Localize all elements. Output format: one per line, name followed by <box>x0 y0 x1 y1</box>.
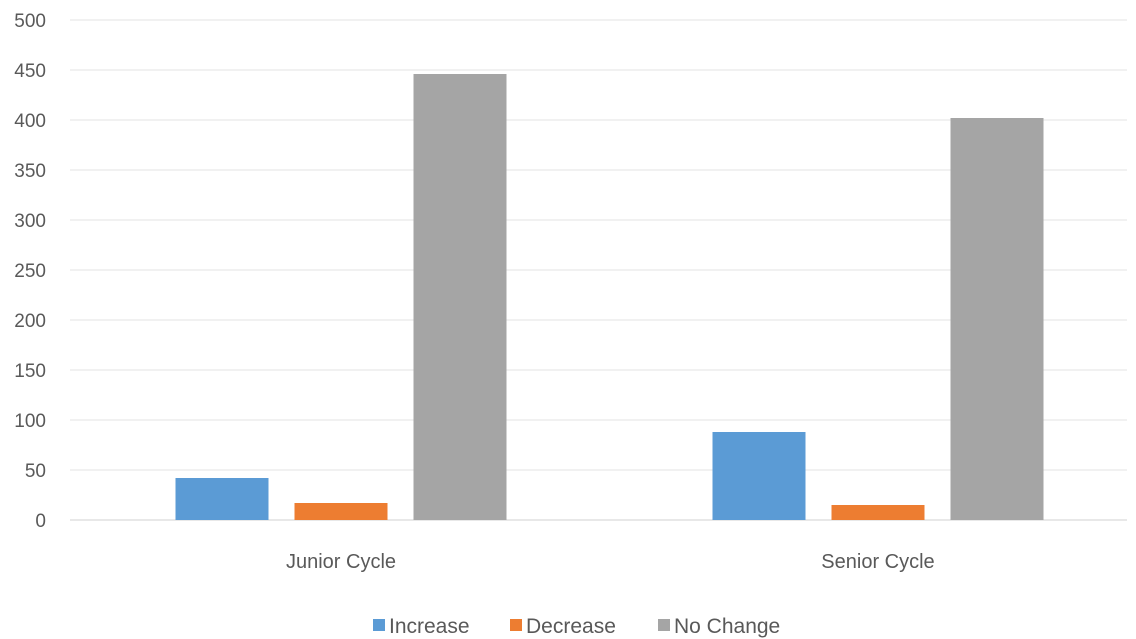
legend-swatch <box>510 619 522 631</box>
bar-no-change-1 <box>950 118 1044 520</box>
y-tick-label: 100 <box>14 411 46 432</box>
bars <box>175 74 1044 520</box>
legend-item: Decrease <box>510 615 616 638</box>
y-axis-ticks: 0 50 100 150 200 250 300 350 400 450 500 <box>14 11 46 532</box>
bar-no-change-0 <box>413 74 507 520</box>
legend-label: Increase <box>389 615 470 638</box>
y-tick-label: 300 <box>14 211 46 232</box>
bar-decrease-0 <box>294 503 388 520</box>
y-tick-label: 500 <box>14 11 46 32</box>
bar-increase-0 <box>175 478 269 520</box>
legend-label: Decrease <box>526 615 616 638</box>
y-tick-label: 0 <box>35 511 46 532</box>
legend-item: Increase <box>373 615 470 638</box>
y-tick-label: 450 <box>14 61 46 82</box>
x-axis-categories: Junior Cycle Senior Cycle <box>286 551 935 573</box>
y-tick-label: 150 <box>14 361 46 382</box>
y-tick-label: 250 <box>14 261 46 282</box>
legend-item: No Change <box>658 615 780 638</box>
legend: Increase Decrease No Change <box>373 615 780 638</box>
legend-swatch <box>658 619 670 631</box>
bar-increase-1 <box>712 432 806 520</box>
gridlines <box>70 19 1127 521</box>
x-category-label: Junior Cycle <box>286 551 396 573</box>
legend-swatch <box>373 619 385 631</box>
y-tick-label: 50 <box>25 461 46 482</box>
y-tick-label: 350 <box>14 161 46 182</box>
y-tick-label: 400 <box>14 111 46 132</box>
legend-label: No Change <box>674 615 780 638</box>
bar-decrease-1 <box>831 505 925 520</box>
x-category-label: Senior Cycle <box>821 551 934 573</box>
y-tick-label: 200 <box>14 311 46 332</box>
